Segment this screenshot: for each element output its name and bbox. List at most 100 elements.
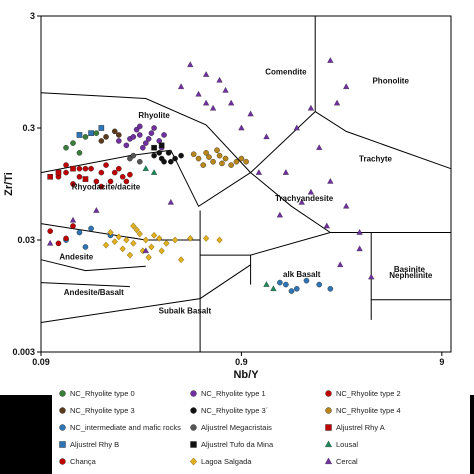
field-label: Comendite (265, 68, 307, 77)
point-lagoa-salgada (130, 240, 136, 246)
point-cercal (196, 91, 202, 96)
point-lagoa-salgada (146, 254, 152, 260)
point-nc-rhyolite-type-4 (229, 162, 234, 167)
x-tick-label: 0.9 (235, 357, 248, 367)
point-nc-rhyolite-type-1 (137, 132, 142, 137)
point-cercal (217, 77, 223, 82)
legend-item: NC_Rhyolite type 2 (324, 389, 401, 398)
field-boundary-line (41, 260, 146, 271)
field-label: Phonolite (372, 76, 409, 85)
legend-label: Lagoa Salgada (201, 457, 251, 466)
field-boundary-line (41, 93, 251, 173)
point-nc-rhyolite-type-1 (151, 125, 156, 130)
legend-marker (191, 425, 197, 431)
legend-marker (190, 458, 197, 465)
legend-marker (325, 441, 332, 447)
legend-marker (326, 425, 332, 431)
point-cercal (264, 134, 270, 139)
legend-symbol (58, 440, 67, 449)
point-nc-rhyolite-type-3 (103, 134, 108, 139)
point-lagoa-salgada (172, 237, 178, 243)
legend-symbol (58, 457, 67, 466)
point-lagoa-salgada (159, 248, 165, 254)
legend-symbol (189, 406, 198, 415)
legend-item: Lagoa Salgada (189, 457, 251, 466)
legend-label: Lousal (336, 440, 358, 449)
point-nc-rhyolite-type-2 (63, 170, 68, 175)
point-lagoa-salgada (151, 232, 157, 238)
x-tick-label: 9 (439, 357, 444, 367)
field-boundary-line (41, 150, 171, 172)
field-label: Trachyte (359, 155, 392, 164)
legend-symbol (189, 440, 198, 449)
point-cercal (228, 100, 234, 105)
point-nc-intermediate-and-mafic-rocks (83, 244, 88, 249)
point-cercal (324, 223, 330, 228)
axes: 0.09 0.9 930.30.030.003Nb/YZr/Ti (3, 11, 451, 381)
field-label: Andesite/Basalt (64, 288, 124, 297)
point-lagoa-salgada (156, 235, 162, 241)
point-nc-rhyolite-type-3 (168, 159, 173, 164)
point-cercal (316, 145, 322, 150)
point-aljustrel-tufo-da-mina (159, 143, 164, 148)
legend-item: NC_Rhyolite type 3´ (189, 406, 268, 415)
point-lagoa-salgada (116, 234, 122, 240)
point-aljustrel-rhy-a (70, 166, 75, 171)
legend-item: Aljustrel Rhy A (324, 423, 385, 432)
point-lagoa-salgada (103, 242, 109, 248)
point-lagoa-salgada (124, 237, 130, 243)
legend-item: NC_Rhyolite type 4 (324, 406, 401, 415)
field-label: Nephelinite (389, 271, 433, 280)
point-nc-rhyolite-type-0 (63, 145, 68, 150)
point-nc-rhyolite-type-1 (124, 143, 129, 148)
x-tick-label: 0.09 (32, 357, 50, 367)
point-lagoa-salgada (127, 252, 133, 258)
point-nc-rhyolite-type-3 (99, 138, 104, 143)
point-chan-a (56, 241, 61, 246)
legend-item: Aljustrel Megacristais (189, 423, 272, 432)
point-aljustrel-rhy-b (88, 131, 93, 136)
legend-item: NC_Rhyolite type 0 (58, 389, 135, 398)
legend-marker (191, 408, 197, 414)
legend-label: Aljustrel Rhy A (336, 423, 385, 432)
point-nc-rhyolite-type-1 (137, 124, 142, 129)
point-cercal (256, 169, 262, 174)
field-label: Rhyolite (138, 111, 170, 120)
point-nc-rhyolite-type-2 (116, 166, 121, 171)
legend-label: NC_Rhyolite type 1 (201, 389, 266, 398)
point-nc-rhyolite-type-3 (166, 150, 171, 155)
point-nc-intermediate-and-mafic-rocks (88, 226, 93, 231)
point-nc-rhyolite-type-4 (234, 159, 239, 164)
point-cercal (283, 169, 289, 174)
point-nc-rhyolite-type-4 (219, 161, 224, 166)
point-nc-rhyolite-type-1 (146, 136, 151, 141)
point-nc-rhyolite-type-4 (244, 159, 249, 164)
point-nc-rhyolite-type-4 (191, 152, 196, 157)
point-cercal (357, 246, 363, 251)
point-lagoa-salgada (164, 240, 170, 246)
legend-marker (60, 391, 66, 397)
point-nc-rhyolite-type-2 (77, 174, 82, 179)
point-lousal (143, 166, 149, 171)
point-cercal (70, 217, 76, 222)
point-aljustrel-rhy-b (77, 132, 82, 137)
legend-symbol (324, 389, 333, 398)
y-tick-label: 0.3 (22, 123, 35, 133)
point-nc-intermediate-and-mafic-rocks (77, 230, 82, 235)
legend-symbol (58, 423, 67, 432)
legend-label: Cercal (336, 457, 358, 466)
point-nc-rhyolite-type-4 (210, 159, 215, 164)
point-aljustrel-megacristais (137, 159, 142, 164)
point-chan-a (48, 229, 53, 234)
point-nc-rhyolite-type-2 (88, 166, 93, 171)
point-lousal (264, 281, 270, 286)
legend-label: Aljustrel Tufo da Mina (201, 440, 273, 449)
legend-marker (191, 391, 197, 397)
point-nc-rhyolite-type-3 (157, 150, 162, 155)
legend-item: Aljustrel Tufo da Mina (189, 440, 273, 449)
point-cercal (357, 229, 363, 234)
y-tick-label: 0.03 (17, 235, 35, 245)
point-lousal (271, 286, 277, 291)
point-cercal (203, 71, 209, 76)
legend-label: NC_Rhyolite type 2 (336, 389, 401, 398)
